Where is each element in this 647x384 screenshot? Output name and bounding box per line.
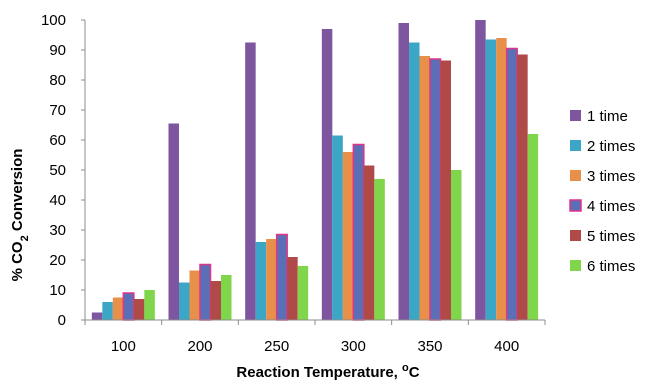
x-axis-ticks: 100 200 250 300 350 400 <box>84 320 546 355</box>
bar <box>398 23 409 320</box>
legend-swatch <box>570 230 581 241</box>
bar <box>409 42 420 320</box>
y-tick-label: 20 <box>49 252 66 269</box>
bar <box>255 242 267 320</box>
bar <box>133 299 145 320</box>
y-tick-label: 40 <box>49 192 66 209</box>
bar <box>374 179 385 320</box>
y-tick-label: 0 <box>58 312 66 329</box>
bar <box>332 135 343 320</box>
bar <box>429 58 442 321</box>
bars <box>91 20 539 321</box>
bar <box>122 292 135 321</box>
legend-label: 6 times <box>587 258 635 275</box>
y-tick-label: 80 <box>49 72 66 89</box>
x-tick-label: 100 <box>111 338 136 355</box>
bar <box>297 266 309 320</box>
bar <box>342 152 354 320</box>
bar <box>475 20 486 320</box>
y-tick-label: 70 <box>49 102 66 119</box>
y-tick-label: 60 <box>49 132 66 149</box>
bar <box>440 60 451 320</box>
bar <box>496 38 507 320</box>
x-tick-label: 350 <box>417 338 442 355</box>
bar <box>102 302 113 320</box>
y-tick-label: 100 <box>41 12 66 29</box>
bar <box>144 290 155 320</box>
x-tick-label: 200 <box>187 338 212 355</box>
y-tick-label: 50 <box>49 162 66 179</box>
bar <box>517 54 528 320</box>
bar <box>112 297 124 320</box>
legend-swatch <box>570 260 581 271</box>
bar <box>321 29 333 320</box>
y-axis-ticks: 0 10 20 30 40 50 60 70 80 90 100 <box>41 12 85 329</box>
bar <box>419 56 430 320</box>
bar <box>91 312 103 320</box>
legend-swatch <box>570 140 581 151</box>
bar <box>352 143 365 321</box>
bar <box>451 170 462 320</box>
legend-label: 5 times <box>587 228 635 245</box>
bar <box>189 270 200 320</box>
x-tick-label: 250 <box>264 338 289 355</box>
legend-swatch <box>570 110 581 121</box>
y-tick-label: 10 <box>49 282 66 299</box>
y-tick-label: 90 <box>49 42 66 59</box>
bar <box>210 281 221 320</box>
y-axis-title: % CO2 Conversion <box>9 149 31 282</box>
legend-label: 3 times <box>587 168 635 185</box>
bar <box>485 39 497 320</box>
bar <box>199 263 212 321</box>
bar <box>168 123 179 320</box>
y-tick-label: 30 <box>49 222 66 239</box>
legend-swatch <box>569 199 582 212</box>
bar <box>287 257 298 320</box>
bar <box>221 275 232 320</box>
legend-label: 1 time <box>587 108 628 125</box>
bar <box>275 233 288 321</box>
bar <box>245 42 256 320</box>
bar <box>179 282 190 320</box>
x-tick-label: 300 <box>341 338 366 355</box>
x-tick-label: 400 <box>494 338 519 355</box>
bar <box>363 165 375 320</box>
x-axis-title: Reaction Temperature, oC <box>236 362 419 381</box>
legend-label: 2 times <box>587 138 635 155</box>
bar <box>266 239 277 320</box>
legend-label: 4 times <box>587 198 635 215</box>
bar <box>527 134 539 320</box>
legend-swatch <box>570 170 581 181</box>
bar <box>505 47 518 321</box>
legend: 1 time 2 times 3 times 4 times 5 times 6 time… <box>569 108 635 275</box>
